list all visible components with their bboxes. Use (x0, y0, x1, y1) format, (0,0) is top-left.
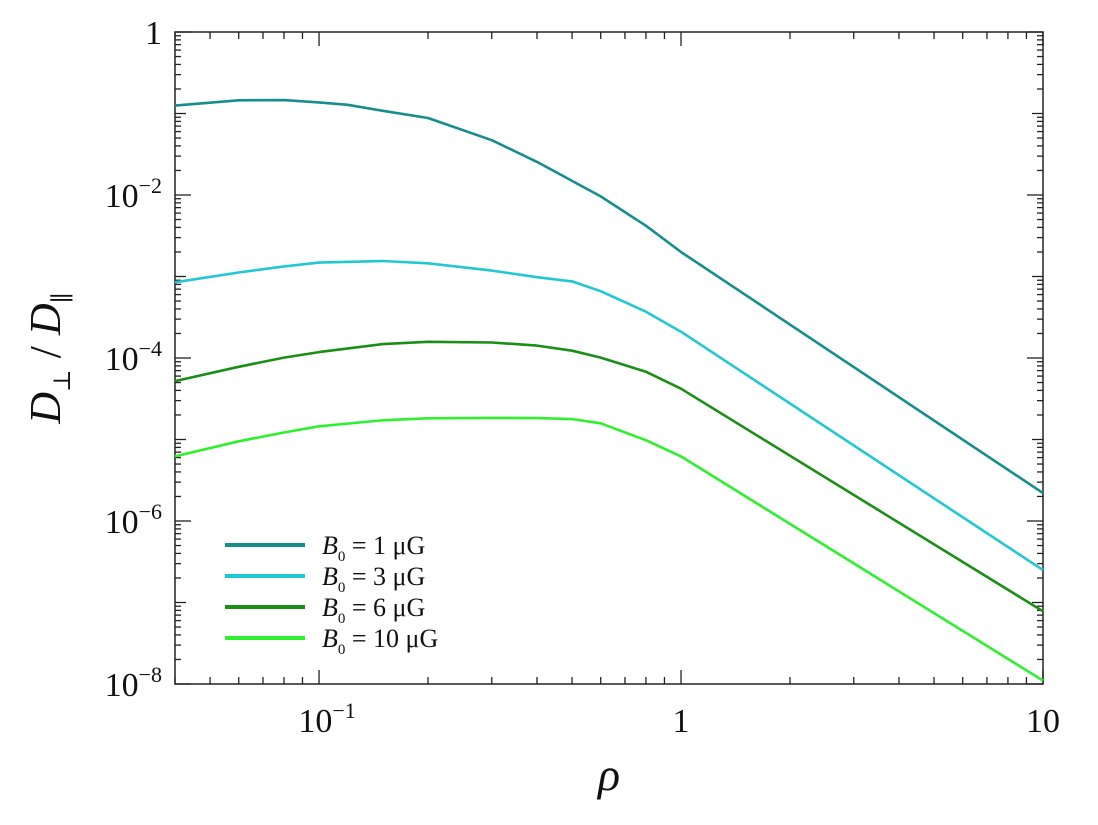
y-tick-label: 10−4 (105, 336, 162, 378)
y-axis-title: D⊥ / D∥ (21, 292, 76, 424)
axis-ticks (174, 31, 1044, 685)
y-axis-title-main-2: D (21, 303, 70, 336)
series-line-4 (174, 416, 1044, 682)
plot-area (174, 31, 1044, 685)
series-line-1 (174, 98, 1044, 495)
y-tick-label: 1 (145, 15, 162, 52)
series-layer (174, 98, 1044, 682)
x-tick-label: 10−1 (298, 698, 355, 740)
y-tick-label: 10−2 (105, 173, 162, 215)
legend-label-2: B0 = 3 μG (322, 562, 425, 596)
x-tick-label: 10 (1026, 703, 1060, 740)
legend-label-4: B0 = 10 μG (322, 624, 438, 658)
y-axis-title-main: D (21, 392, 70, 425)
y-axis-title-perp: ⊥ (50, 369, 76, 392)
x-tick-label: 1 (673, 703, 690, 740)
legend-label-1: B0 = 1 μG (322, 531, 425, 565)
y-axis-title-slash: / (21, 335, 70, 369)
y-tick-label: 10−6 (105, 499, 162, 541)
series-line-3 (174, 340, 1044, 613)
y-axis-title-parallel: ∥ (50, 292, 76, 303)
tick-labels: 10−1 1 10 1 10−2 10−4 10−6 10−8 (105, 15, 1060, 740)
y-tick-label: 10−8 (105, 662, 162, 704)
series-line-2 (174, 259, 1044, 572)
x-axis-title: ρ (596, 749, 620, 800)
legend-label-3: B0 = 6 μG (322, 593, 425, 627)
